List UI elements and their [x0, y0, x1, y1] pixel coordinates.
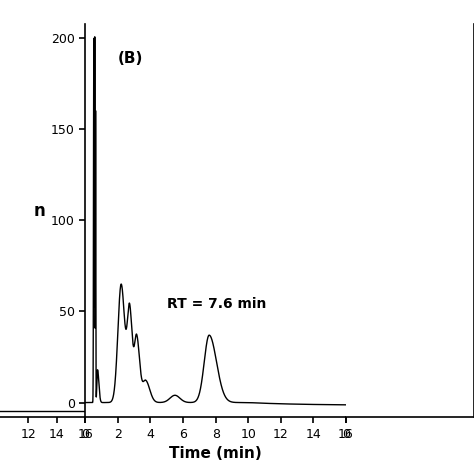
Text: (B): (B): [118, 51, 143, 66]
Text: RT = 7.6 min: RT = 7.6 min: [167, 297, 266, 311]
X-axis label: Time (min): Time (min): [169, 446, 262, 461]
Y-axis label: n: n: [34, 202, 46, 220]
